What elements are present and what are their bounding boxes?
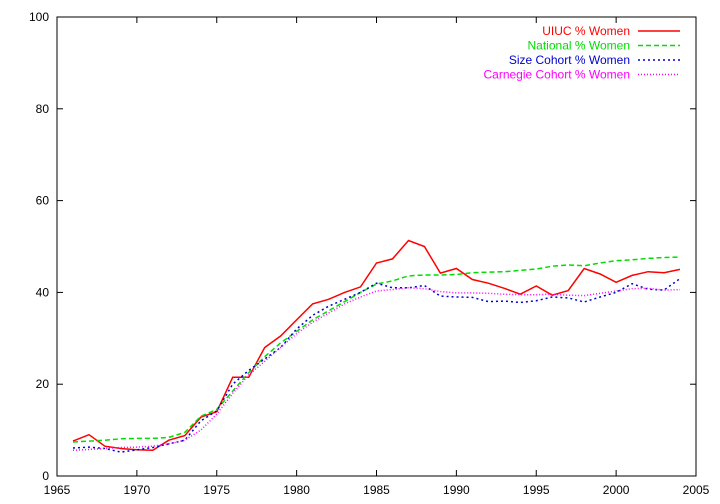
y-tick-label: 80	[36, 102, 50, 116]
y-tick-label: 0	[42, 469, 49, 483]
series-line-carnegie-cohort-pct-women	[72, 287, 681, 452]
x-tick-label: 2005	[683, 483, 710, 497]
y-tick-label: 100	[29, 10, 49, 24]
x-tick-label: 1975	[203, 483, 230, 497]
series-line-uiuc-pct-women	[72, 239, 681, 452]
axis-ticks: 1965 1970 1975 1980 1985 1990 1995 2000 2005 0 20 4…	[29, 10, 710, 497]
x-tick-label: 1985	[363, 483, 390, 497]
legend-label-uiuc-pct-women: UIUC % Women	[542, 24, 630, 38]
series-lines	[72, 239, 681, 453]
y-tick-label: 60	[36, 194, 50, 208]
x-tick-label: 1965	[44, 483, 71, 497]
legend-label-size-cohort-pct-women: Size Cohort % Women	[509, 53, 630, 67]
y-tick-label: 40	[36, 285, 50, 299]
x-tick-label: 1995	[523, 483, 550, 497]
x-tick-label: 1980	[283, 483, 310, 497]
x-tick-label: 2000	[603, 483, 630, 497]
series-line-national-pct-women	[72, 256, 681, 443]
plot-frame	[56, 16, 697, 477]
y-tick-label: 20	[36, 377, 50, 391]
legend-label-national-pct-women: National % Women	[528, 39, 631, 53]
series-line-size-cohort-pct-women	[72, 277, 681, 453]
x-tick-label: 1990	[443, 483, 470, 497]
legend-label-carnegie-cohort-pct-women: Carnegie Cohort % Women	[483, 68, 630, 82]
x-tick-label: 1970	[124, 483, 151, 497]
